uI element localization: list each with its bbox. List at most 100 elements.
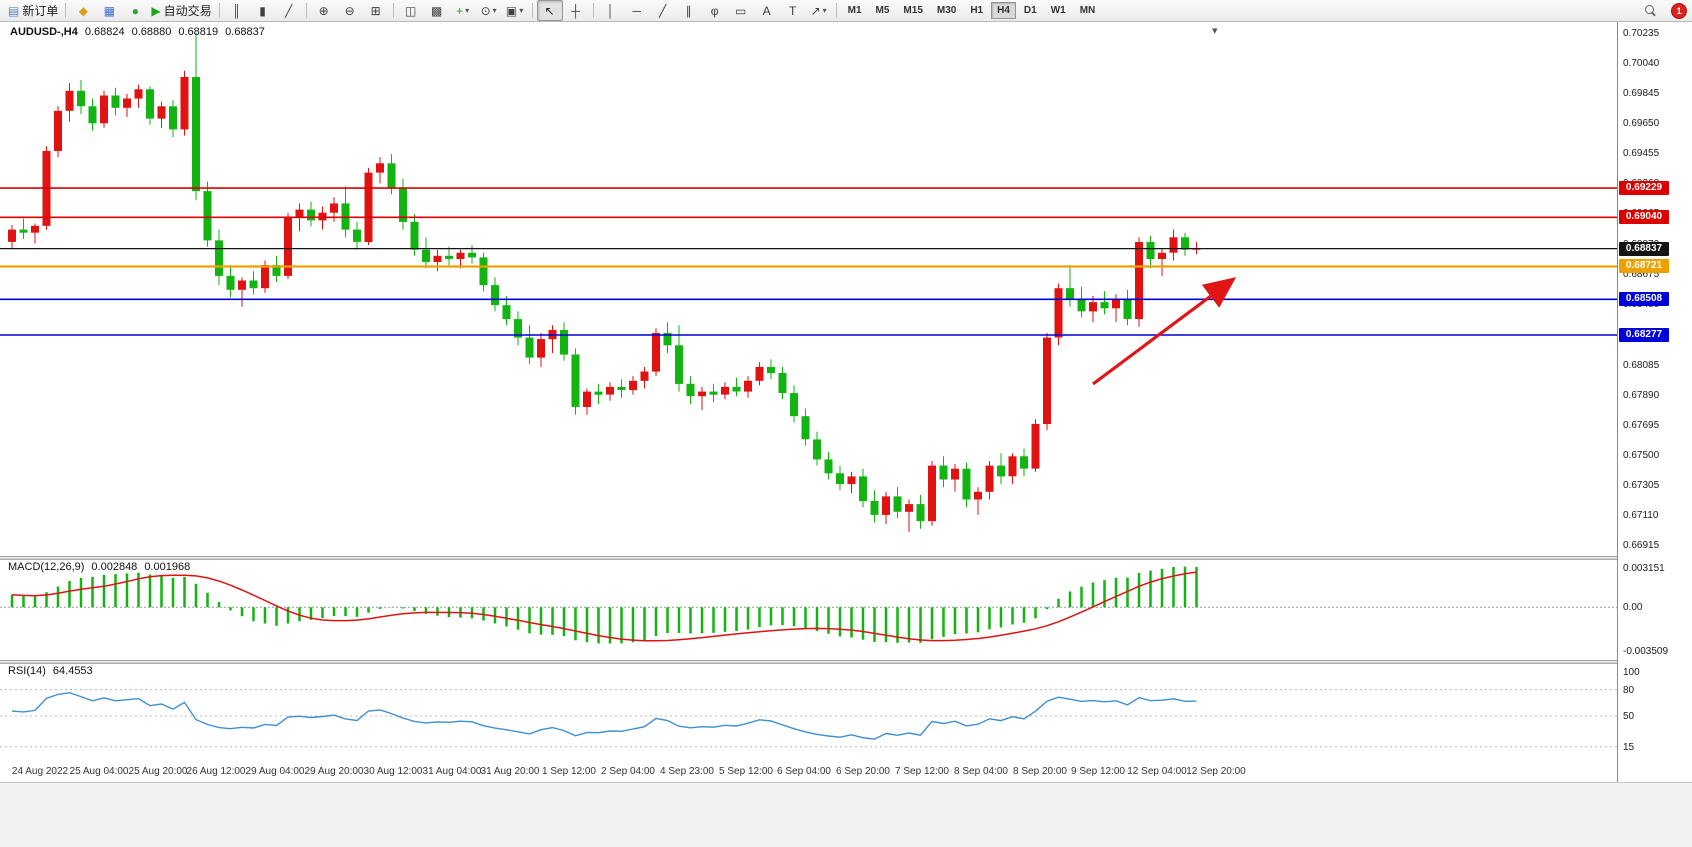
hlines-layer (0, 187, 1617, 336)
timeframe-h1-button[interactable]: H1 (970, 5, 984, 16)
new-order-button[interactable]: ▤ 新订单 (5, 0, 61, 21)
time-axis-label: 12 Sep 20:00 (1186, 766, 1246, 777)
cascade-windows-button[interactable]: ▩ (424, 0, 450, 21)
horizontal-line-button[interactable]: ─ (624, 0, 650, 21)
symbol-period-label: AUDUSD-,H4 (10, 26, 78, 38)
macd-name: MACD(12,26,9) (8, 561, 85, 573)
market-watch-icon: ◆ (78, 3, 88, 18)
rsi-line (11, 691, 1197, 740)
trendline-icon: ╱ (658, 3, 667, 18)
text-icon: A (762, 3, 771, 18)
autotrade-button[interactable]: ▶ 自动交易 (148, 0, 214, 21)
toolbar: ▤ 新订单 ◆ ▦ ● ▶ 自动交易 ║ ▮ ╱ ⊕ ⊖ ⊞ ◫ ▩ + ▾ ⊙ ▾ ▣ ▾ ↖ ┼ │ ─ ╱ ∥ φ ▭ A T ↗ ▾ M… (0, 0, 1692, 22)
timeframe-m30-button[interactable]: M30 (936, 5, 957, 16)
crosshair-icon: ┼ (571, 3, 580, 18)
price-tick: 0.68085 (1623, 360, 1660, 371)
chart-shift-marker-icon[interactable]: ▾ (1212, 25, 1218, 37)
market-watch-button[interactable]: ◆ (70, 0, 96, 21)
periods-icon: ⊙ (480, 3, 491, 18)
tile-windows-button[interactable]: ⊞ (363, 0, 389, 21)
text-label-icon: T (788, 3, 797, 18)
arrows-icon: ↗ (810, 3, 821, 18)
cascade-windows-icon: ▩ (430, 3, 443, 18)
autotrade-button-label: 自动交易 (163, 4, 212, 18)
rsi-pane-splitter[interactable] (0, 660, 1692, 664)
price-badge: 0.68837 (1619, 242, 1669, 256)
zoom-out-icon: ⊖ (344, 3, 355, 18)
price-tick: 0.70235 (1623, 28, 1660, 39)
candlestick-chart-icon: ▮ (259, 3, 266, 18)
time-axis-label: 25 Aug 04:00 (69, 766, 129, 777)
fibonacci-button[interactable]: φ (702, 0, 728, 21)
low-readout: 0.68819 (178, 26, 219, 38)
search-icon (1644, 4, 1657, 17)
new-order-button-label: 新订单 (22, 4, 59, 18)
chevron-down-icon: ▾ (465, 6, 470, 15)
timeframe-d1-button[interactable]: D1 (1023, 5, 1037, 16)
timeframe-mn-button[interactable]: MN (1079, 5, 1096, 16)
text-label-button[interactable]: T (780, 0, 806, 21)
price-tick: 0.67695 (1623, 420, 1660, 431)
time-axis-label: 8 Sep 04:00 (954, 766, 1008, 777)
timeframe-h4-button[interactable]: H4 (991, 2, 1016, 19)
chart-window: 0.70235 0.70040 0.69845 0.69650 0.69455 0.692… (0, 22, 1692, 782)
auto-arrange-button[interactable]: ◫ (398, 0, 424, 21)
price-tick: 0.67500 (1623, 450, 1660, 461)
price-tick: 0.68675 (1623, 269, 1660, 280)
bar-chart-button[interactable]: ║ (224, 0, 250, 21)
high-readout: 0.68880 (131, 26, 172, 38)
time-axis: 24 Aug 2022 25 Aug 04:00 25 Aug 20:00 26 Au… (0, 762, 1617, 782)
time-axis-label: 31 Aug 20:00 (480, 766, 540, 777)
auto-arrange-icon: ◫ (404, 3, 417, 18)
price-tick: 0.69455 (1623, 148, 1660, 159)
zoom-in-button[interactable]: ⊕ (311, 0, 337, 21)
macd-signal-value: 0.001968 (144, 561, 191, 573)
timeframe-m15-button[interactable]: M15 (903, 5, 923, 16)
time-axis-label: 8 Sep 20:00 (1013, 766, 1067, 777)
vertical-line-button[interactable]: │ (598, 0, 624, 21)
arrows-button[interactable]: ↗ ▾ (806, 0, 832, 21)
periods-button[interactable]: ⊙ ▾ (476, 0, 502, 21)
trendline-button[interactable]: ╱ (650, 0, 676, 21)
candlestick-chart-button[interactable]: ▮ (250, 0, 276, 21)
shapes-button[interactable]: ▭ (728, 0, 754, 21)
data-window-button[interactable]: ▦ (96, 0, 122, 21)
timeframe-w1-button[interactable]: W1 (1050, 5, 1066, 16)
navigator-button[interactable]: ● (122, 0, 148, 21)
price-tick: 0.69650 (1623, 118, 1660, 129)
time-axis-label: 1 Sep 12:00 (542, 766, 596, 777)
text-button[interactable]: A (754, 0, 780, 21)
time-axis-label: 4 Sep 23:00 (660, 766, 714, 777)
search-button[interactable] (1637, 0, 1663, 21)
fibonacci-icon: φ (710, 3, 719, 18)
toolbar-separator (531, 3, 533, 18)
templates-button[interactable]: ▣ ▾ (502, 0, 528, 21)
close-readout: 0.68837 (225, 26, 265, 38)
price-tick: 0.66915 (1623, 540, 1660, 551)
time-axis-label: 29 Aug 20:00 (304, 766, 364, 777)
line-chart-button[interactable]: ╱ (276, 0, 302, 21)
time-axis-label: 12 Sep 04:00 (1127, 766, 1187, 777)
timeframe-toolbar: M1 M5 M15 M30 H1 H4 D1 W1 MN (841, 2, 1103, 19)
chart-plot[interactable] (0, 22, 1617, 782)
chevron-down-icon: ▾ (822, 6, 827, 15)
crosshair-button[interactable]: ┼ (563, 0, 589, 21)
timeframe-m1-button[interactable]: M1 (847, 5, 862, 16)
timeframe-m5-button[interactable]: M5 (875, 5, 890, 16)
zoom-out-button[interactable]: ⊖ (337, 0, 363, 21)
notification-badge[interactable]: 1 (1671, 2, 1687, 19)
rsi-indicator-label: RSI(14) 64.4553 (8, 665, 93, 677)
price-axis: 0.70235 0.70040 0.69845 0.69650 0.69455 0.692… (1617, 22, 1692, 782)
macd-pane-splitter[interactable] (0, 556, 1692, 560)
indicators-button[interactable]: + ▾ (450, 0, 476, 21)
channel-button[interactable]: ∥ (676, 0, 702, 21)
rsi-tick: 15 (1623, 742, 1635, 753)
rsi-name: RSI(14) (8, 665, 46, 677)
macd-histogram (10, 566, 1198, 644)
toolbar-buttons: ▤ 新订单 ◆ ▦ ● ▶ 自动交易 ║ ▮ ╱ ⊕ ⊖ ⊞ ◫ ▩ + ▾ ⊙ ▾ ▣ ▾ ↖ ┼ │ ─ ╱ ∥ φ ▭ A T ↗ ▾ (5, 0, 841, 21)
data-window-icon: ▦ (103, 3, 116, 18)
price-tick: 0.70040 (1623, 58, 1660, 69)
price-tick: 0.67110 (1623, 510, 1659, 521)
cursor-button[interactable]: ↖ (536, 0, 563, 21)
trend-arrow (1092, 277, 1237, 386)
